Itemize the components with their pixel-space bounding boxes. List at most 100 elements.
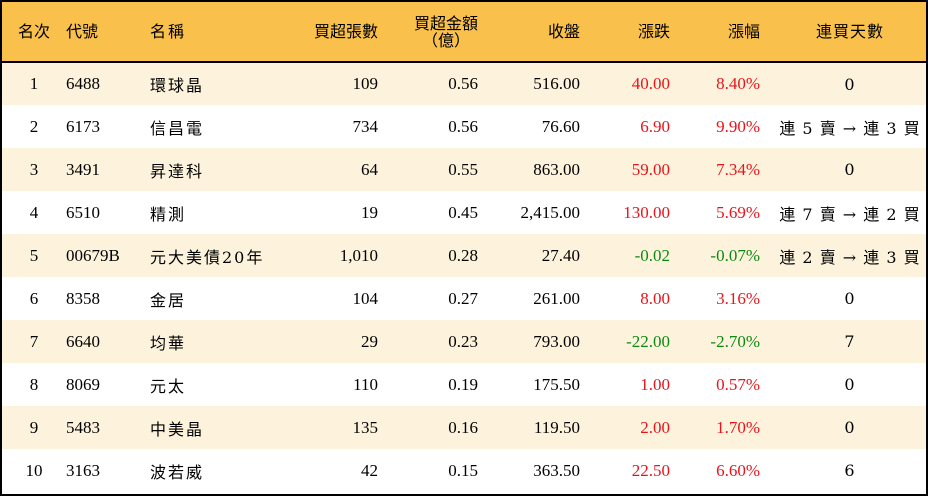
cell-consecutive-buy-days: 0	[844, 375, 856, 394]
cell-close: 2,415.00	[520, 202, 581, 222]
cell-close: 793.00	[533, 331, 580, 351]
cell-consecutive-buy-days: 連 7 賣 → 連 2 買	[779, 204, 921, 224]
header-rank: 名次	[2, 2, 66, 63]
cell-net-buy-lots: 19	[361, 202, 378, 222]
cell-net-buy-amount: 0.56	[448, 116, 478, 136]
cell-rank: 9	[29, 417, 39, 437]
cell-code: 6640	[66, 331, 100, 351]
cell-rank: 2	[29, 116, 39, 136]
cell-consecutive-buy-days: 7	[844, 332, 856, 351]
cell-name: 環球晶	[150, 76, 205, 95]
cell-close: 516.00	[533, 74, 580, 93]
cell-close: 76.60	[541, 116, 580, 136]
cell-close: 119.50	[533, 417, 580, 437]
header-net-buy-amount-line2: （億）	[421, 30, 470, 50]
cell-change: 1.00	[640, 374, 670, 394]
table-row: 5 00679B 元大美債20年 1,010 0.28 27.40 -0.02 -0.07% 連…	[2, 234, 926, 277]
cell-rank: 8	[29, 374, 39, 394]
cell-name: 精測	[150, 204, 187, 224]
cell-close: 863.00	[533, 159, 580, 179]
cell-net-buy-amount: 0.45	[448, 202, 478, 222]
cell-consecutive-buy-days: 0	[844, 418, 856, 437]
cell-close: 261.00	[533, 288, 580, 308]
cell-close: 175.50	[533, 374, 580, 394]
table-row: 7 6640 均華 29 0.23 793.00 -22.00 -2.70% 7	[2, 320, 926, 363]
header-consecutive-buy-days: 連買天數	[774, 2, 926, 63]
cell-name: 波若威	[150, 462, 205, 482]
cell-code: 5483	[66, 417, 100, 437]
cell-change-pct: 8.40%	[716, 74, 760, 93]
cell-change-pct: -0.07%	[710, 245, 760, 265]
header-name: 名稱	[150, 2, 300, 63]
cell-net-buy-amount: 0.23	[448, 331, 478, 351]
cell-consecutive-buy-days: 0	[844, 160, 856, 179]
table-row: 2 6173 信昌電 734 0.56 76.60 6.90 9.90% 連 5 賣 → 連 3…	[2, 105, 926, 148]
cell-net-buy-lots: 29	[361, 331, 378, 351]
cell-code: 6510	[66, 202, 100, 222]
table-row: 1 6488 環球晶 109 0.56 516.00 40.00 8.40% 0	[2, 62, 926, 105]
cell-net-buy-lots: 104	[352, 288, 379, 308]
cell-change-pct: 6.60%	[716, 460, 760, 480]
cell-close: 27.40	[541, 245, 580, 265]
cell-consecutive-buy-days: 0	[844, 289, 856, 308]
cell-code: 00679B	[66, 245, 120, 265]
cell-rank: 1	[29, 74, 39, 93]
header-net-buy-amount: 買超金額 （億）	[392, 2, 492, 63]
cell-net-buy-amount: 0.27	[448, 288, 478, 308]
table-row: 6 8358 金居 104 0.27 261.00 8.00 3.16% 0	[2, 277, 926, 320]
cell-consecutive-buy-days: 連 2 賣 → 連 3 買	[779, 247, 921, 267]
cell-net-buy-amount: 0.15	[448, 460, 478, 480]
cell-net-buy-lots: 42	[361, 460, 378, 480]
cell-change-pct: 0.57%	[716, 374, 760, 394]
cell-rank: 6	[29, 288, 39, 308]
cell-change: 59.00	[631, 159, 670, 179]
table-row: 3 3491 昇達科 64 0.55 863.00 59.00 7.34% 0	[2, 148, 926, 191]
cell-close: 363.50	[533, 460, 580, 480]
cell-change: -0.02	[634, 245, 670, 265]
cell-name: 均華	[150, 333, 187, 353]
cell-rank: 3	[29, 159, 39, 179]
cell-name: 元大美債20年	[150, 247, 265, 267]
header-change: 漲跌	[594, 2, 684, 63]
cell-code: 6173	[66, 116, 100, 136]
cell-change-pct: 3.16%	[716, 288, 760, 308]
header-close: 收盤	[492, 2, 594, 63]
cell-name: 金居	[150, 290, 187, 310]
cell-net-buy-lots: 64	[361, 159, 378, 179]
cell-net-buy-amount: 0.19	[448, 374, 478, 394]
table-row: 9 5483 中美晶 135 0.16 119.50 2.00 1.70% 0	[2, 406, 926, 449]
header-net-buy-amount-line1: 買超金額	[413, 13, 478, 33]
header-net-buy-lots: 買超張數	[300, 2, 392, 63]
cell-net-buy-amount: 0.55	[448, 159, 478, 179]
cell-code: 8069	[66, 374, 100, 394]
header-code: 代號	[66, 2, 150, 63]
cell-change: 130.00	[623, 202, 670, 222]
cell-change: 6.90	[640, 116, 670, 136]
cell-net-buy-amount: 0.56	[448, 74, 478, 93]
cell-code: 3163	[66, 460, 100, 480]
cell-name: 信昌電	[150, 118, 205, 138]
cell-net-buy-lots: 109	[352, 74, 379, 93]
cell-change-pct: 5.69%	[716, 202, 760, 222]
cell-change-pct: 1.70%	[716, 417, 760, 437]
table-header-row: 名次 代號 名稱 買超張數 買超金額 （億） 收盤 漲跌 漲幅 連買天數	[2, 2, 926, 63]
cell-consecutive-buy-days: 連 5 賣 → 連 3 買	[779, 118, 921, 138]
table-body: 1 6488 環球晶 109 0.56 516.00 40.00 8.40% 0 2 6173 信昌電…	[2, 62, 926, 492]
cell-change-pct: 7.34%	[716, 159, 760, 179]
cell-net-buy-amount: 0.28	[448, 245, 478, 265]
cell-consecutive-buy-days: 6	[844, 461, 856, 480]
cell-net-buy-amount: 0.16	[448, 417, 478, 437]
cell-change: 2.00	[640, 417, 670, 437]
cell-change-pct: -2.70%	[710, 331, 760, 351]
cell-name: 昇達科	[150, 161, 205, 181]
cell-net-buy-lots: 734	[352, 116, 379, 136]
cell-code: 3491	[66, 159, 100, 179]
cell-code: 6488	[66, 74, 100, 93]
cell-consecutive-buy-days: 0	[844, 74, 856, 94]
table-row: 4 6510 精測 19 0.45 2,415.00 130.00 5.69% 連 7 賣 → …	[2, 191, 926, 234]
header-net-buy-amount-label: 買超金額 （億）	[414, 15, 478, 49]
cell-net-buy-lots: 135	[352, 417, 379, 437]
cell-rank: 4	[29, 202, 39, 222]
